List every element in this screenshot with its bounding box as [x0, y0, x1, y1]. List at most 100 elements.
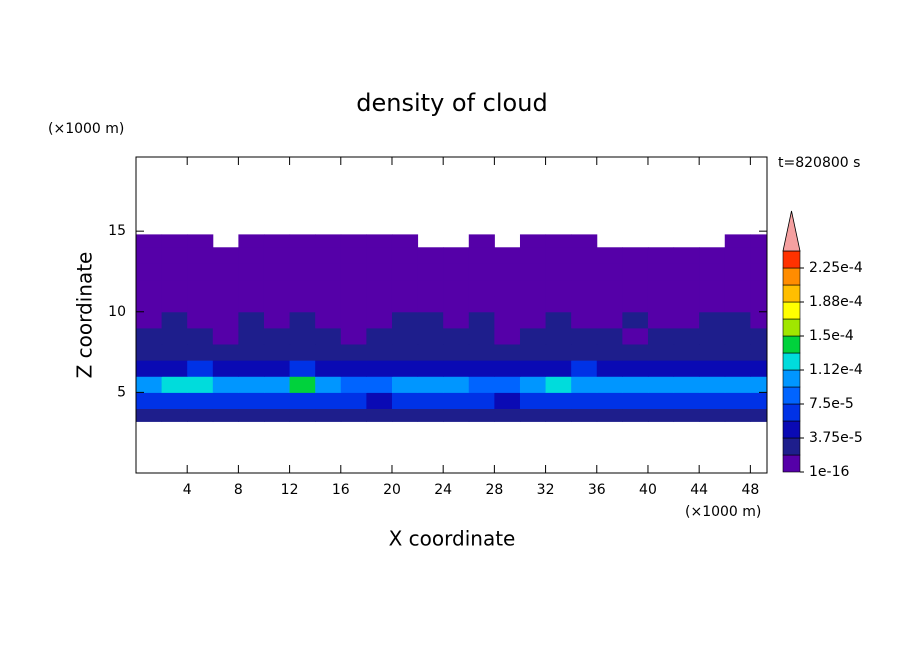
- contour-cell: [724, 376, 751, 393]
- contour-cell: [161, 392, 188, 410]
- contour-cell: [596, 360, 623, 377]
- contour-cell: [212, 263, 239, 281]
- contour-cell: [366, 376, 393, 393]
- contour-cell: [622, 408, 649, 422]
- contour-cell: [289, 327, 316, 345]
- x-unit: (×1000 m): [685, 504, 761, 520]
- contour-cell: [571, 247, 598, 264]
- contour-cell: [212, 360, 239, 377]
- contour-cell: [238, 247, 265, 264]
- contour-cell: [647, 247, 675, 264]
- contour-cell: [238, 327, 265, 345]
- contour-cell: [366, 279, 393, 297]
- contour-cell: [750, 247, 767, 264]
- contour-cell: [519, 327, 547, 345]
- contour-cell: [417, 311, 444, 329]
- contour-cell: [391, 247, 419, 264]
- contour-cell: [263, 360, 291, 377]
- contour-cell: [699, 376, 726, 393]
- contour-cell: [187, 311, 214, 329]
- contour-cell: [238, 263, 265, 281]
- contour-cell: [596, 327, 623, 345]
- x-tick-label: 24: [434, 482, 452, 498]
- colorbar-box: [782, 335, 801, 354]
- contour-cell: [673, 327, 700, 345]
- y-axis-title: Z coordinate: [73, 252, 97, 379]
- contour-cell: [699, 327, 726, 345]
- contour-cell: [468, 263, 495, 281]
- contour-cell: [750, 376, 767, 393]
- contour-cell: [673, 376, 700, 393]
- contour-cell: [161, 360, 188, 377]
- contour-cell: [494, 327, 521, 345]
- contour-cell: [263, 408, 291, 422]
- contour-cell: [494, 311, 521, 329]
- contour-cell: [571, 344, 598, 361]
- contour-cell: [212, 392, 239, 410]
- contour-cell: [417, 392, 444, 410]
- contour-cell: [596, 279, 623, 297]
- contour-cell: [622, 295, 649, 313]
- chart-title: density of cloud: [356, 89, 547, 117]
- contour-cell: [571, 234, 598, 248]
- contour-cell: [161, 376, 188, 393]
- contour-cell: [443, 295, 470, 313]
- contour-cell: [724, 247, 751, 264]
- x-tick-label: 36: [588, 482, 606, 498]
- contour-cell: [519, 408, 547, 422]
- contour-cell: [289, 295, 316, 313]
- contour-cell: [443, 327, 470, 345]
- contour-cell: [750, 392, 767, 410]
- colorbar-label: 7.5e-5: [809, 396, 854, 412]
- contour-cell: [622, 279, 649, 297]
- contour-cell: [468, 344, 495, 361]
- contour-cell: [238, 279, 265, 297]
- contour-cell: [571, 392, 598, 410]
- contour-cell: [136, 392, 163, 410]
- contour-cell: [417, 263, 444, 281]
- contour-cell: [340, 360, 367, 377]
- contour-cell: [340, 295, 367, 313]
- contour-cell: [187, 295, 214, 313]
- contour-cell: [519, 344, 547, 361]
- contour-cell: [724, 295, 751, 313]
- contour-cell: [647, 376, 675, 393]
- contour-cell: [212, 311, 239, 329]
- colorbar-label: 2.25e-4: [809, 260, 863, 276]
- contour-cell: [263, 247, 291, 264]
- contour-cell: [750, 263, 767, 281]
- contour-cell: [622, 263, 649, 281]
- contour-cell: [161, 263, 188, 281]
- contour-cell: [212, 408, 239, 422]
- contour-cell: [366, 327, 393, 345]
- contour-cell: [238, 408, 265, 422]
- contour-cell: [545, 376, 572, 393]
- contour-cell: [699, 279, 726, 297]
- contour-cell: [647, 327, 675, 345]
- contour-cell: [315, 360, 342, 377]
- x-tick-label: 4: [183, 482, 192, 498]
- colorbar-label: 1.5e-4: [809, 328, 854, 344]
- contour-cell: [596, 295, 623, 313]
- contour-cell: [238, 376, 265, 393]
- contour-cell: [187, 392, 214, 410]
- contour-cell: [289, 263, 316, 281]
- contour-cell: [340, 311, 367, 329]
- contour-cell: [212, 247, 239, 264]
- contour-cell: [647, 311, 675, 329]
- contour-cell: [238, 344, 265, 361]
- contour-cell: [571, 408, 598, 422]
- contour-cell: [622, 327, 649, 345]
- contour-cell: [289, 279, 316, 297]
- contour-cell: [519, 279, 547, 297]
- contour-cell: [366, 408, 393, 422]
- contour-cell: [263, 376, 291, 393]
- contour-cell: [724, 327, 751, 345]
- x-tick-label: 40: [639, 482, 657, 498]
- contour-cell: [315, 392, 342, 410]
- contour-cell: [750, 360, 767, 377]
- contour-cell: [494, 247, 521, 264]
- x-tick-label: 32: [537, 482, 555, 498]
- colorbar-box: [782, 369, 801, 388]
- contour-cell: [647, 295, 675, 313]
